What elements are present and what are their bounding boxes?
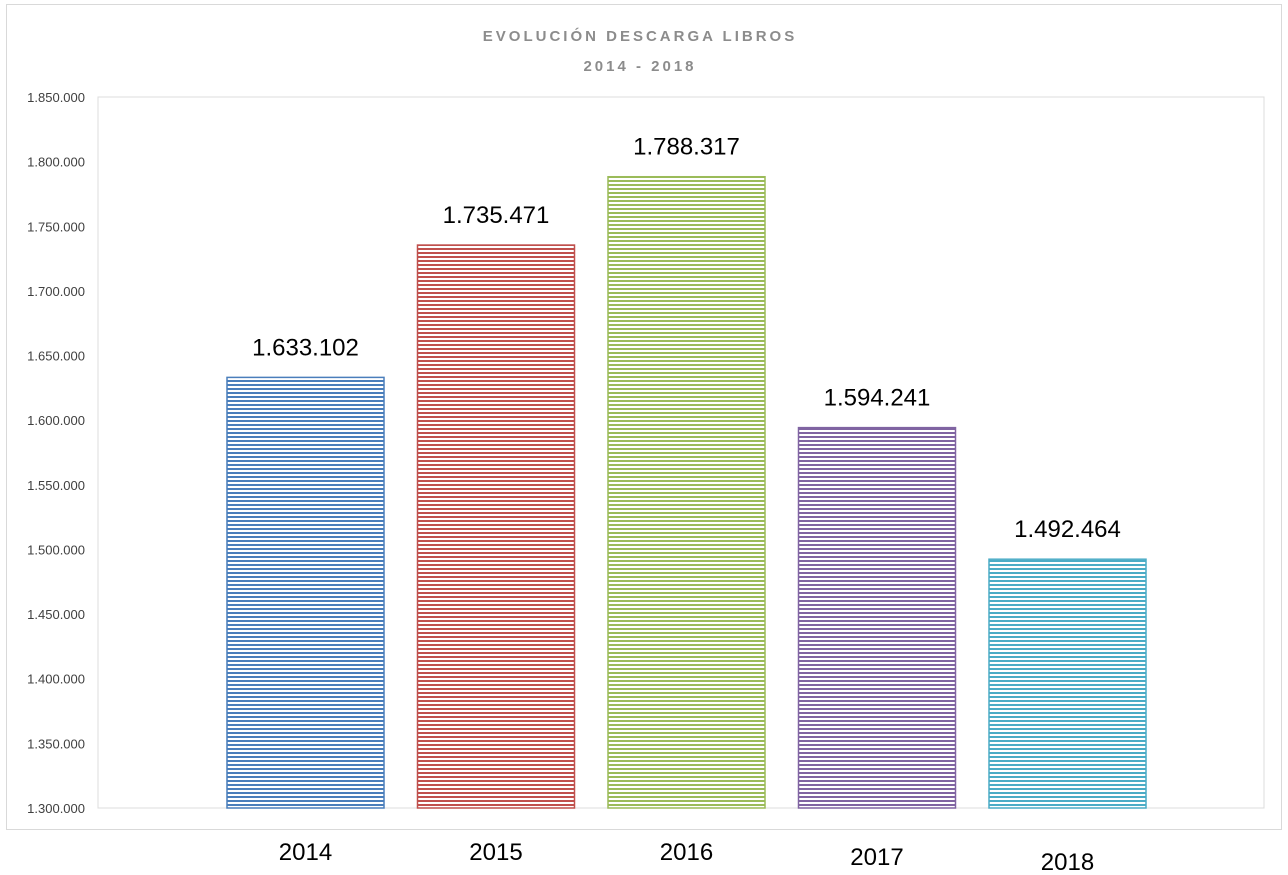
bar-2015 (416, 244, 576, 809)
data-label-2015: 1.735.471 (443, 202, 550, 229)
data-labels: 1.633.102 1.735.471 1.788.317 1.594.241 1.49… (252, 134, 1121, 543)
x-tick-label-2016: 2016 (660, 839, 713, 866)
bar-2018 (988, 558, 1147, 809)
y-tick-label: 1.450.000 (27, 607, 85, 622)
x-tick-label-2018: 2018 (1041, 849, 1094, 875)
x-tick-label-2017: 2017 (850, 844, 903, 871)
x-axis: 2014 2015 2016 2017 2018 (279, 839, 1094, 875)
data-label-2016: 1.788.317 (633, 134, 740, 161)
y-tick-label: 1.800.000 (27, 155, 85, 170)
y-tick-label: 1.700.000 (27, 284, 85, 299)
bar-2014 (226, 376, 385, 809)
y-axis: 1.300.000 1.350.000 1.400.000 1.450.000 1.50… (27, 90, 85, 816)
y-tick-label: 1.600.000 (27, 413, 85, 428)
y-tick-label: 1.550.000 (27, 478, 85, 493)
bar-2016 (607, 175, 766, 809)
data-label-2018: 1.492.464 (1014, 516, 1121, 543)
y-tick-label: 1.300.000 (27, 801, 85, 816)
data-label-2017: 1.594.241 (824, 385, 931, 412)
y-tick-label: 1.350.000 (27, 736, 85, 751)
x-tick-label-2015: 2015 (469, 839, 522, 866)
y-tick-label: 1.400.000 (27, 672, 85, 687)
y-tick-label: 1.500.000 (27, 542, 85, 557)
data-label-2014: 1.633.102 (252, 334, 359, 361)
bar-2017 (797, 426, 957, 809)
y-tick-label: 1.650.000 (27, 349, 85, 364)
x-tick-label-2014: 2014 (279, 839, 332, 866)
y-tick-label: 1.850.000 (27, 90, 85, 105)
y-tick-label: 1.750.000 (27, 219, 85, 234)
bars (226, 175, 1147, 809)
chart-subtitle: 2014 - 2018 (583, 58, 696, 75)
chart-title: EVOLUCIÓN DESCARGA LIBROS (483, 27, 797, 45)
